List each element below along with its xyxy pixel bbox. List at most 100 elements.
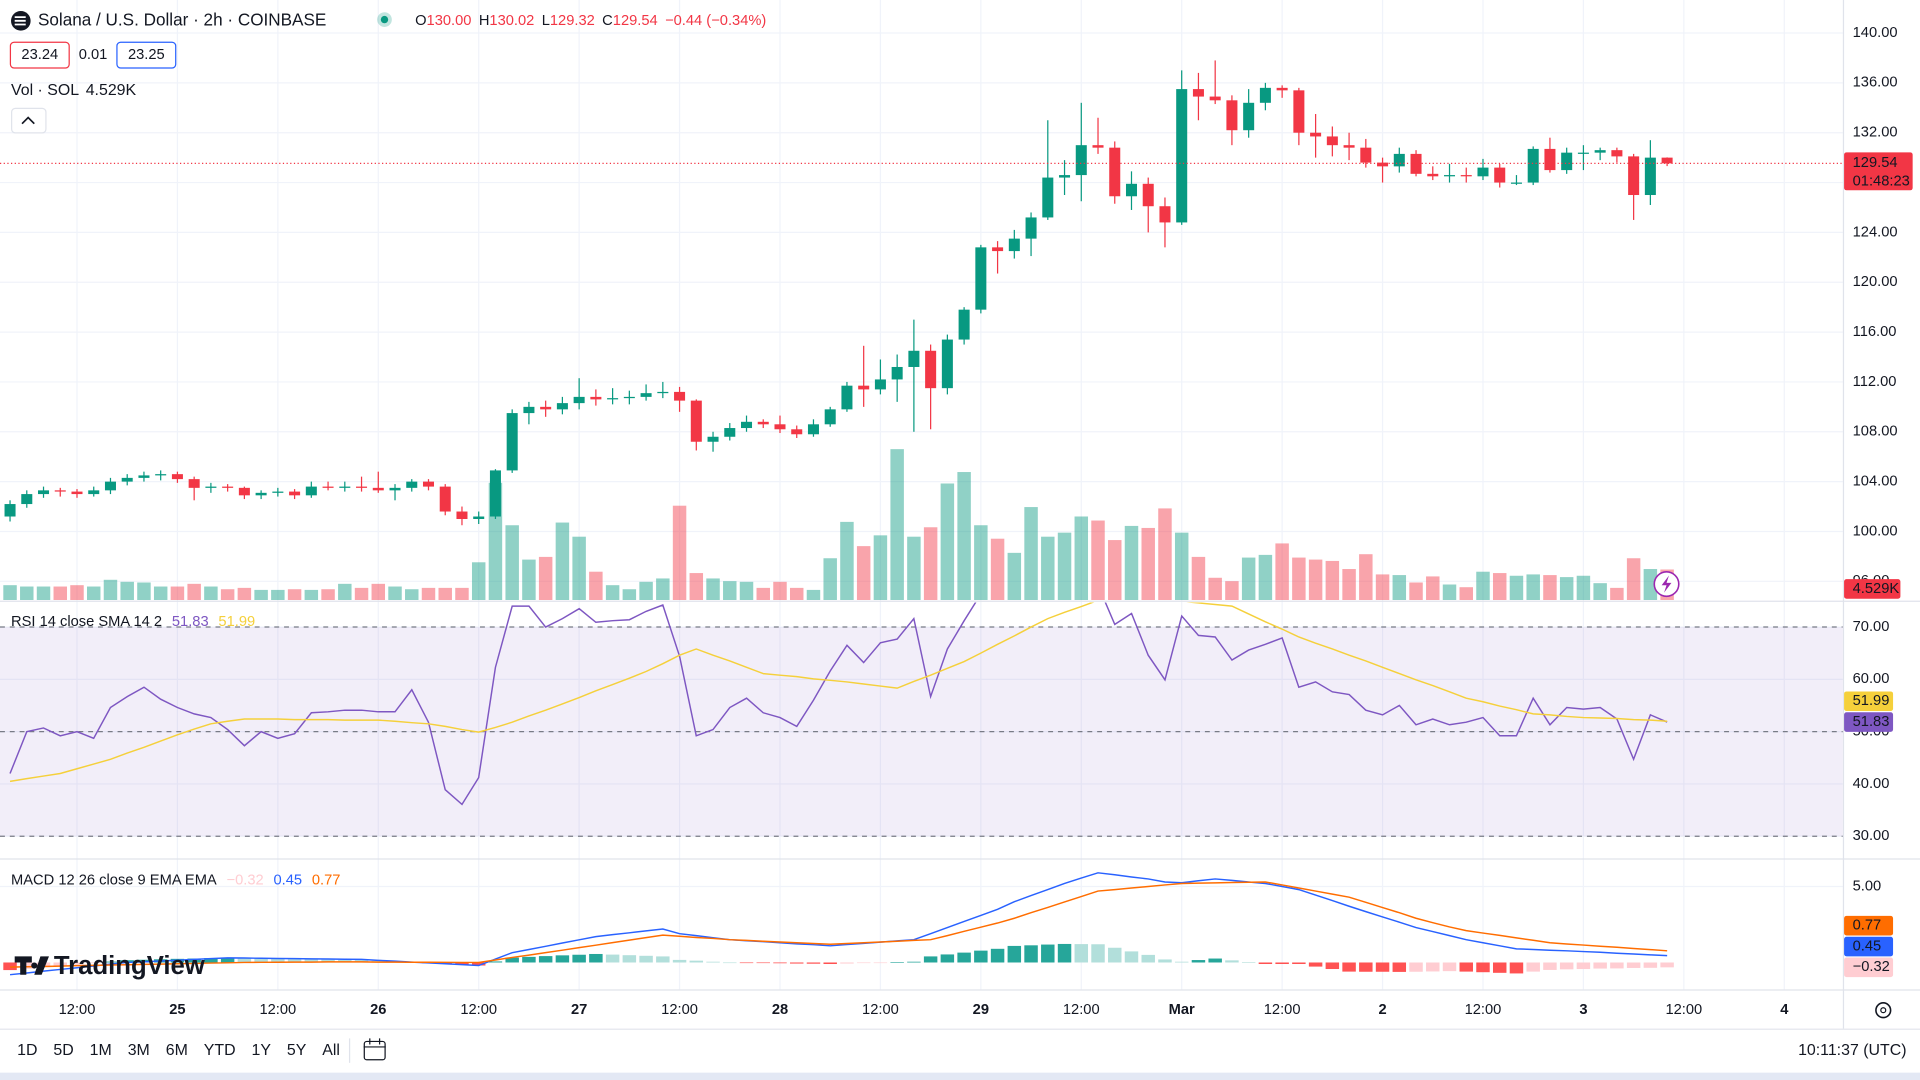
- volume-bar: [1124, 525, 1139, 600]
- range-button[interactable]: 5D: [53, 1042, 73, 1059]
- x-tick-label: 4: [1780, 1002, 1789, 1018]
- axis-value-box: [1844, 936, 1894, 957]
- volume-bar: [20, 586, 34, 600]
- settings-icon[interactable]: [1875, 1002, 1892, 1019]
- histogram-bar: [1208, 958, 1222, 963]
- countdown-label: 01:48:23: [1853, 174, 1910, 190]
- volume-bar: [1543, 575, 1557, 600]
- volume-bar: [254, 589, 268, 600]
- candle-body: [1310, 132, 1322, 137]
- candle-body: [1661, 157, 1673, 164]
- histogram-bar: [304, 959, 319, 963]
- symbol-title[interactable]: Solana / U.S. Dollar · 2h · COINBASE: [38, 9, 326, 29]
- legend-value: 0.45: [274, 872, 303, 888]
- ohlc-value: 130.02: [489, 13, 534, 29]
- bid-price[interactable]: 23.24: [21, 47, 58, 63]
- range-button[interactable]: 1Y: [251, 1042, 271, 1059]
- y-tick-label: 108.00: [1853, 424, 1898, 440]
- market-status: [380, 15, 389, 24]
- volume-bar: [1643, 569, 1658, 600]
- candle-body: [1226, 100, 1238, 131]
- volume-bar: [538, 556, 553, 600]
- histogram-bar: [1074, 944, 1089, 963]
- candle-body: [540, 406, 552, 410]
- volume-bar: [656, 578, 670, 600]
- histogram-bar: [689, 960, 704, 963]
- histogram-bar: [890, 962, 904, 963]
- volume-bar: [1292, 557, 1306, 600]
- candle-body: [1343, 145, 1355, 148]
- volume-bar: [823, 558, 837, 600]
- range-button[interactable]: YTD: [204, 1042, 236, 1059]
- indicator-legend: RSI 14 close SMA 14 2 51.83 51.99: [11, 614, 255, 630]
- histogram-bar: [1124, 951, 1139, 963]
- x-tick-label: 12:00: [862, 1002, 899, 1018]
- histogram-bar: [739, 962, 754, 964]
- volume-bar: [522, 559, 536, 600]
- histogram-bar: [1174, 961, 1189, 963]
- range-button[interactable]: 5Y: [287, 1042, 307, 1059]
- volume-bar: [1225, 581, 1239, 600]
- calendar-icon[interactable]: [363, 1038, 386, 1061]
- collapse-button[interactable]: [11, 107, 47, 134]
- candle-body: [1594, 150, 1606, 153]
- volume-bar: [237, 587, 252, 600]
- histogram-bar: [974, 950, 988, 963]
- candle-body: [925, 350, 937, 389]
- volume-bar: [773, 581, 787, 600]
- candle-body: [657, 391, 669, 394]
- histogram-bar: [572, 954, 586, 963]
- histogram-bar: [1108, 947, 1122, 963]
- watermark-logo: [14, 956, 49, 975]
- ask-price[interactable]: 23.25: [128, 47, 165, 63]
- volume-bar: [1091, 520, 1105, 600]
- candle-body: [791, 429, 803, 435]
- candle-body: [1092, 145, 1104, 148]
- candle-body: [1008, 238, 1020, 252]
- x-tick-label: 12:00: [1465, 1002, 1502, 1018]
- calendar-frame[interactable]: [363, 1040, 386, 1061]
- volume-bar: [990, 538, 1005, 600]
- volume-bar: [723, 581, 737, 600]
- x-tick-label: 26: [370, 1002, 386, 1018]
- axis-value-label: 51.83: [1853, 714, 1890, 730]
- x-tick-label: Mar: [1169, 1002, 1195, 1018]
- volume-bar: [1610, 587, 1624, 600]
- candle-body: [121, 477, 133, 482]
- settings-icon-center: [1880, 1007, 1887, 1014]
- volume-bar: [70, 585, 84, 600]
- histogram-bar: [1024, 945, 1038, 963]
- range-button[interactable]: 1D: [17, 1042, 37, 1059]
- histogram-bar: [622, 955, 637, 963]
- volume-bar: [120, 581, 134, 600]
- candle-body: [1293, 90, 1305, 133]
- volume-bar: [1057, 532, 1072, 600]
- histogram-bar: [1509, 962, 1524, 974]
- y-tick-label: 30.00: [1853, 828, 1890, 844]
- y-tick-label: 132.00: [1853, 125, 1898, 141]
- volume-bar: [1141, 527, 1155, 600]
- candle-body: [1192, 89, 1204, 97]
- pane: [0, 60, 1843, 600]
- histogram-bar: [1091, 944, 1105, 963]
- candle-body: [255, 492, 267, 496]
- candle-body: [1377, 162, 1389, 167]
- volume-bar: [1258, 554, 1273, 600]
- x-tick-label: 12:00: [661, 1002, 698, 1018]
- candle-body: [908, 350, 920, 367]
- range-button[interactable]: 6M: [166, 1042, 188, 1059]
- volume-bar: [706, 578, 720, 600]
- candle-body: [372, 487, 384, 491]
- volume-bar: [53, 586, 67, 600]
- volume-bar: [890, 449, 904, 600]
- volume-bar: [840, 521, 854, 600]
- volume-bar: [3, 585, 17, 600]
- indicator-line: [9, 872, 1668, 976]
- buy-button[interactable]: [116, 41, 177, 69]
- histogram-bar: [1442, 962, 1457, 972]
- range-button[interactable]: 3M: [128, 1042, 150, 1059]
- range-button[interactable]: All: [322, 1042, 340, 1059]
- range-button[interactable]: 1M: [90, 1042, 112, 1059]
- sell-button[interactable]: [9, 41, 70, 69]
- histogram-bar: [990, 948, 1005, 963]
